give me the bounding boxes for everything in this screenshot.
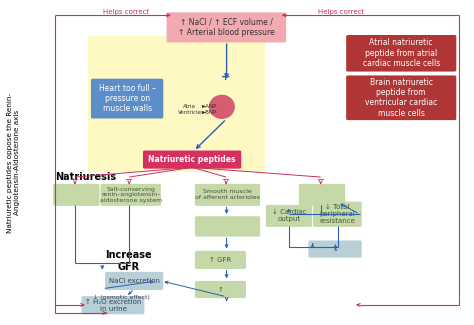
FancyBboxPatch shape: [82, 296, 145, 314]
FancyBboxPatch shape: [266, 205, 312, 227]
FancyBboxPatch shape: [195, 184, 260, 206]
Text: ↓ Cardiac
output: ↓ Cardiac output: [272, 209, 306, 222]
FancyBboxPatch shape: [100, 184, 161, 206]
FancyBboxPatch shape: [195, 251, 246, 269]
Text: ↑: ↑: [218, 287, 223, 292]
Text: Natriuretic peptides oppose the Renin-
Angiotensin-Aldosterone axis: Natriuretic peptides oppose the Renin- A…: [8, 93, 20, 232]
Text: ↑ GFR: ↑ GFR: [210, 257, 232, 263]
FancyBboxPatch shape: [346, 35, 456, 72]
Text: ►ANP: ►ANP: [201, 104, 217, 109]
Text: −: −: [317, 175, 325, 185]
Text: ↓ (osmotic effect): ↓ (osmotic effect): [93, 295, 150, 300]
Text: Increase
GFR: Increase GFR: [105, 250, 152, 272]
Text: Helps correct: Helps correct: [103, 9, 149, 15]
FancyBboxPatch shape: [195, 216, 260, 237]
FancyBboxPatch shape: [91, 79, 163, 119]
Text: −: −: [125, 175, 133, 185]
FancyBboxPatch shape: [299, 184, 345, 206]
Text: Atrial natriuretic
peptide from atrial
cardiac muscle cells: Atrial natriuretic peptide from atrial c…: [363, 38, 440, 68]
Text: −: −: [71, 175, 79, 185]
Text: Salt-conserving
renin–angiotensin–
aldosterone system: Salt-conserving renin–angiotensin– aldos…: [100, 187, 162, 203]
Text: −: −: [222, 175, 230, 185]
Text: ↑ NaCl / ↑ ECF volume /
↑ Arterial blood pressure: ↑ NaCl / ↑ ECF volume / ↑ Arterial blood…: [178, 18, 275, 37]
FancyBboxPatch shape: [105, 272, 163, 290]
Text: Helps correct: Helps correct: [318, 9, 364, 15]
Text: Smooth muscle
of afferent arterioles: Smooth muscle of afferent arterioles: [195, 189, 260, 200]
Text: +: +: [220, 72, 230, 82]
Text: Natriuresis: Natriuresis: [55, 172, 116, 182]
Text: Natriuretic peptides: Natriuretic peptides: [148, 155, 236, 164]
Text: NaCl excretion: NaCl excretion: [109, 278, 160, 284]
Text: ↑ H₂O excretion
in urine: ↑ H₂O excretion in urine: [85, 299, 141, 312]
FancyBboxPatch shape: [53, 184, 100, 206]
Ellipse shape: [209, 95, 235, 119]
FancyBboxPatch shape: [143, 150, 241, 169]
FancyBboxPatch shape: [195, 281, 246, 298]
Text: Ventricles: Ventricles: [178, 111, 205, 115]
FancyBboxPatch shape: [166, 12, 286, 43]
Text: Brain natriuretic
peptide from
ventricular cardiac
muscle cells: Brain natriuretic peptide from ventricul…: [365, 78, 438, 118]
Text: Atria: Atria: [182, 104, 196, 109]
Text: ↓ Total
peripheral
resistance: ↓ Total peripheral resistance: [319, 204, 356, 224]
Text: Heart too full –
pressure on
muscle walls: Heart too full – pressure on muscle wall…: [99, 84, 155, 113]
FancyBboxPatch shape: [313, 202, 362, 227]
Bar: [88, 36, 265, 172]
FancyBboxPatch shape: [346, 75, 456, 120]
Text: ►BNP: ►BNP: [201, 111, 217, 115]
Text: ↓: ↓: [332, 246, 338, 252]
FancyBboxPatch shape: [309, 240, 362, 258]
